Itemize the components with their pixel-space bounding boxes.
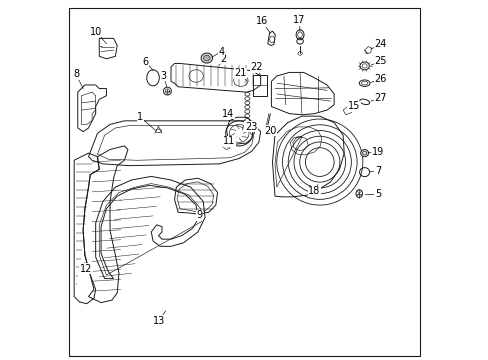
Text: 4: 4 xyxy=(218,46,224,57)
Text: 6: 6 xyxy=(142,57,149,67)
Text: 19: 19 xyxy=(371,147,383,157)
Text: 17: 17 xyxy=(293,15,305,26)
Text: 24: 24 xyxy=(374,40,386,49)
Bar xyxy=(253,75,266,96)
Text: 15: 15 xyxy=(347,102,359,112)
Text: 10: 10 xyxy=(90,27,102,37)
Text: 12: 12 xyxy=(80,264,92,274)
Ellipse shape xyxy=(360,149,368,157)
Text: 27: 27 xyxy=(374,93,386,103)
Text: 18: 18 xyxy=(307,186,320,197)
Text: 7: 7 xyxy=(374,166,380,176)
Text: 11: 11 xyxy=(223,136,235,146)
Text: 22: 22 xyxy=(249,62,262,72)
Text: 26: 26 xyxy=(374,74,386,84)
Ellipse shape xyxy=(203,55,210,61)
Text: 2: 2 xyxy=(220,54,225,64)
Ellipse shape xyxy=(201,53,212,63)
Text: 20: 20 xyxy=(264,126,276,135)
Text: 1: 1 xyxy=(137,112,143,122)
Text: 25: 25 xyxy=(374,56,386,66)
Text: 5: 5 xyxy=(374,189,380,199)
Text: 9: 9 xyxy=(196,210,203,220)
Text: 16: 16 xyxy=(255,17,267,27)
Text: 21: 21 xyxy=(234,68,246,78)
Text: 8: 8 xyxy=(73,69,79,79)
Text: 14: 14 xyxy=(222,109,234,119)
Text: 13: 13 xyxy=(153,316,165,325)
Text: 3: 3 xyxy=(161,71,166,81)
Text: 23: 23 xyxy=(244,122,257,132)
